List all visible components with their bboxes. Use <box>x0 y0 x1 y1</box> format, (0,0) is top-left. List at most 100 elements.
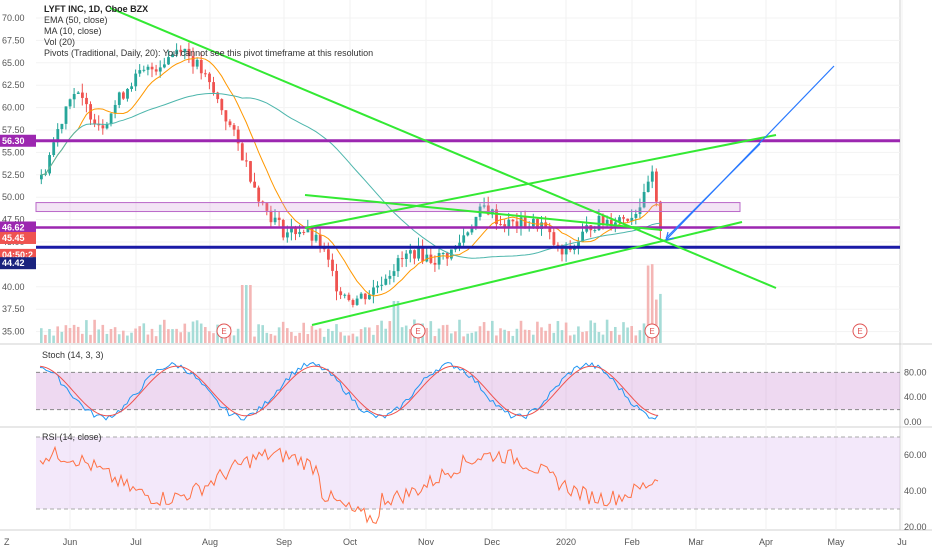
volume-bar <box>93 319 96 343</box>
price-tick-label: 37.50 <box>2 304 25 314</box>
candle-body <box>240 143 244 161</box>
candle-body <box>638 207 642 214</box>
volume-bar <box>191 321 195 343</box>
volume-bar <box>253 336 256 343</box>
volume-bar <box>175 328 178 343</box>
candle-body <box>351 300 355 305</box>
volume-bar <box>72 324 76 343</box>
candle-body <box>64 106 68 124</box>
volume-bar <box>384 328 387 343</box>
volume-bar <box>507 331 510 343</box>
volume-bar <box>76 326 80 343</box>
earnings-marker-icon[interactable] <box>644 323 660 339</box>
candle-body <box>519 217 523 228</box>
volume-bar <box>433 336 437 343</box>
volume-bar <box>478 326 482 343</box>
candle-body <box>462 235 466 243</box>
price-tick-label: 52.50 <box>2 170 25 180</box>
earnings-marker-icon[interactable] <box>216 323 232 339</box>
candle-body <box>195 59 199 67</box>
candle-body <box>187 48 191 57</box>
volume-bar <box>150 328 154 343</box>
volume-bar <box>482 322 486 343</box>
candle-body <box>245 160 248 162</box>
timezone-button[interactable]: Z <box>4 537 10 547</box>
volume-bar <box>441 325 445 343</box>
candle-body <box>93 119 97 124</box>
candle-body <box>48 155 51 174</box>
candle-body <box>495 209 498 225</box>
volume-bar <box>294 335 297 343</box>
price-tick-label: 70.00 <box>2 13 25 23</box>
earnings-marker-label: E <box>857 327 862 336</box>
volume-bar <box>245 285 248 343</box>
volume-bar <box>544 330 547 343</box>
candle-body <box>134 73 138 87</box>
price-tag <box>0 134 36 147</box>
price-tag-label: 46.62 <box>2 222 25 232</box>
candle-body <box>421 246 425 262</box>
volume-bar <box>511 335 515 343</box>
candle-body <box>437 253 441 265</box>
candle-body <box>150 66 154 70</box>
volume-bar <box>618 334 621 343</box>
x-axis-label: Mar <box>688 537 704 547</box>
earnings-marker-icon[interactable] <box>852 323 868 339</box>
candle-body <box>126 88 129 99</box>
candle-body <box>605 219 609 225</box>
candle-body <box>474 216 478 229</box>
volume-bar <box>601 334 605 343</box>
volume-bar <box>85 320 88 343</box>
volume-bar <box>130 332 133 343</box>
candle-body <box>199 59 203 74</box>
volume-bar <box>466 333 469 343</box>
volume-bar <box>142 323 146 343</box>
volume-bar <box>56 326 59 343</box>
candle-body <box>142 69 146 71</box>
candle-body <box>167 57 170 65</box>
x-axis-label: Oct <box>343 537 358 547</box>
price-tag <box>0 257 36 270</box>
candle-body <box>220 99 224 111</box>
candle-body <box>89 104 92 120</box>
candle-body <box>105 124 109 129</box>
candle-body <box>429 254 433 263</box>
candle-body <box>540 222 543 230</box>
x-axis-label: Sep <box>276 537 292 547</box>
candle-body <box>392 271 396 276</box>
candle-body <box>40 174 43 180</box>
volume-bar <box>532 334 535 343</box>
volume-bar <box>265 332 269 343</box>
volume-bar <box>458 319 461 343</box>
volume-bar <box>491 320 494 343</box>
volume-bar <box>269 333 273 343</box>
projection-up-arrow <box>665 65 835 241</box>
earnings-marker-icon[interactable] <box>410 323 426 339</box>
x-axis-label: Jun <box>63 537 78 547</box>
candle-body <box>634 213 638 218</box>
candle-body <box>56 129 60 143</box>
volume-bar <box>589 320 592 343</box>
volume-bar <box>81 333 84 343</box>
stoch-tick-label: 80.00 <box>904 367 927 377</box>
volume-bar <box>236 328 240 343</box>
candle-body <box>380 284 384 286</box>
volume-bar <box>347 335 351 343</box>
volume-bar <box>523 329 527 343</box>
candle-body <box>208 73 211 83</box>
chart-title: LYFT INC, 1D, Cboe BZX <box>44 4 149 14</box>
rsi-tick-label: 40.00 <box>904 486 927 496</box>
volume-bar <box>277 327 281 343</box>
volume-bar <box>560 330 564 343</box>
price-tick-label: 65.00 <box>2 58 25 68</box>
x-axis-label: May <box>827 537 845 547</box>
stoch-tick-label: 40.00 <box>904 392 927 402</box>
volume-bar <box>171 329 174 343</box>
candle-body <box>523 217 527 229</box>
volume-bar <box>564 322 568 343</box>
x-axis-label: Jul <box>130 537 142 547</box>
candle-body <box>183 48 187 53</box>
candle-body <box>76 92 80 94</box>
volume-bar <box>540 327 543 343</box>
